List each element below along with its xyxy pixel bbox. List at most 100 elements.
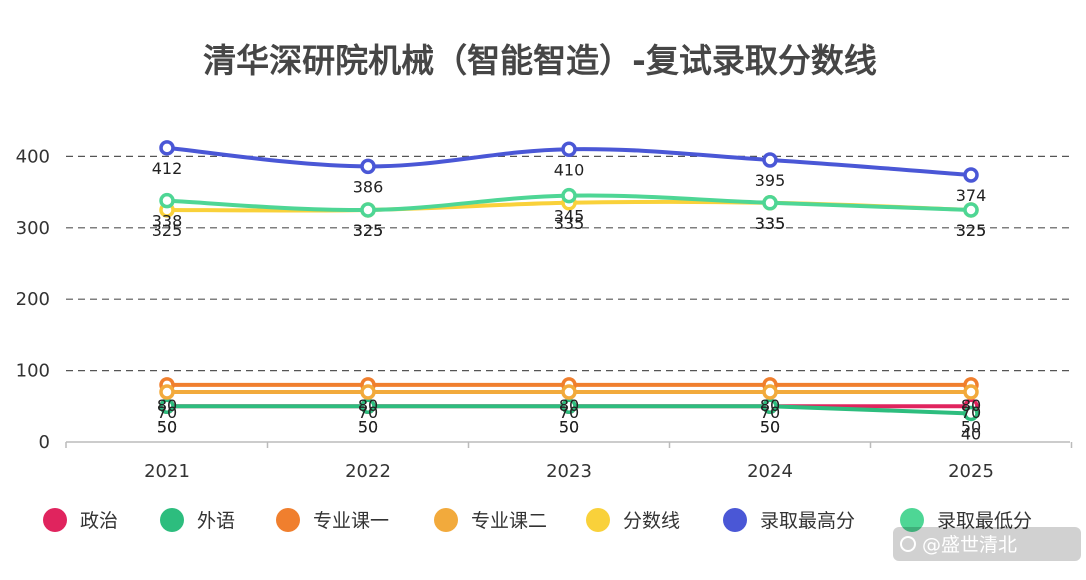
legend-item[interactable]: 政治: [43, 508, 118, 532]
data-label: 50: [559, 417, 579, 436]
data-label: 80: [157, 396, 177, 415]
data-point[interactable]: [762, 384, 778, 400]
x-tick-label: 2024: [747, 461, 793, 482]
data-label: 412: [152, 159, 183, 178]
series-5: [159, 140, 979, 183]
data-label: 395: [755, 171, 786, 190]
data-point[interactable]: [360, 158, 376, 175]
legend-label: 录取最低分: [937, 510, 1032, 532]
legend-item[interactable]: 专业课一: [276, 508, 389, 532]
data-label: 325: [956, 221, 987, 240]
data-label: 50: [559, 417, 579, 436]
data-label: 70: [358, 403, 378, 422]
data-label: 80: [559, 396, 579, 415]
chart-title: 清华深研院机械（智能智造）-复试录取分数线: [203, 41, 877, 80]
series-1: [159, 398, 979, 422]
watermark-text: @盛世清北: [922, 534, 1017, 556]
legend-marker: [586, 508, 610, 532]
data-point[interactable]: [159, 192, 175, 209]
data-point[interactable]: [561, 384, 577, 400]
watermark-logo-icon: [900, 536, 916, 552]
x-tick-label: 2022: [345, 461, 391, 482]
data-point[interactable]: [762, 398, 778, 415]
data-point[interactable]: [159, 398, 175, 415]
x-tick-label: 2021: [144, 461, 190, 482]
watermark-background: [893, 527, 1081, 561]
data-label: 325: [353, 221, 384, 240]
y-tick-label: 0: [39, 432, 50, 453]
data-point[interactable]: [963, 384, 979, 400]
data-label: 70: [961, 403, 981, 422]
data-label: 345: [554, 207, 585, 226]
data-label: 70: [559, 403, 579, 422]
data-label: 50: [760, 417, 780, 436]
data-point[interactable]: [963, 202, 979, 218]
legend[interactable]: 政治 外语 专业课一 专业课二 分数线 录取最高分 录取最低分: [43, 508, 1032, 532]
data-label: 335: [755, 214, 786, 233]
legend-label: 分数线: [623, 510, 680, 532]
data-label: 80: [760, 396, 780, 415]
data-point[interactable]: [360, 384, 376, 400]
y-tick-label: 300: [16, 218, 50, 239]
legend-label: 专业课一: [313, 510, 389, 532]
data-label: 338: [152, 212, 183, 231]
data-point[interactable]: [159, 384, 175, 400]
legend-item[interactable]: 分数线: [586, 508, 680, 532]
data-label: 386: [353, 177, 384, 196]
data-label: 335: [755, 214, 786, 233]
data-point[interactable]: [561, 187, 577, 204]
x-axis: 2021 2022 2023 2024 2025: [65, 441, 1073, 482]
data-label: 325: [353, 221, 384, 240]
y-tick-label: 100: [16, 361, 50, 382]
data-label: 70: [157, 403, 177, 422]
y-tick-label: 200: [16, 289, 50, 310]
data-label: 50: [760, 417, 780, 436]
y-axis: 0 100 200 300 400: [16, 146, 50, 453]
data-point[interactable]: [762, 195, 778, 211]
legend-marker: [160, 508, 184, 532]
data-point[interactable]: [561, 141, 577, 158]
data-point[interactable]: [561, 398, 577, 415]
x-tick-label: 2023: [546, 461, 592, 482]
legend-marker: [900, 508, 924, 532]
legend-item[interactable]: 外语: [160, 508, 235, 532]
data-point[interactable]: [360, 202, 376, 218]
series-3: [159, 384, 979, 400]
data-label: 50: [157, 417, 177, 436]
legend-label: 专业课二: [471, 510, 547, 532]
data-point[interactable]: [762, 152, 778, 168]
watermark: @盛世清北: [893, 527, 1081, 561]
legend-label: 录取最高分: [760, 510, 855, 532]
data-point[interactable]: [963, 405, 979, 422]
legend-label: 政治: [80, 510, 118, 532]
data-label: 325: [152, 221, 183, 240]
x-tick-label: 2025: [948, 461, 994, 482]
data-label: 50: [961, 417, 981, 436]
data-label: 325: [956, 221, 987, 240]
data-label: 70: [760, 403, 780, 422]
data-point[interactable]: [963, 167, 979, 183]
data-point[interactable]: [360, 398, 376, 415]
y-tick-label: 400: [16, 146, 50, 167]
legend-item[interactable]: 录取最高分: [723, 508, 855, 532]
legend-marker: [276, 508, 300, 532]
legend-label: 外语: [197, 510, 235, 532]
data-label: 80: [358, 396, 378, 415]
data-label: 410: [554, 160, 585, 179]
legend-marker: [43, 508, 67, 532]
data-label: 335: [554, 214, 585, 233]
legend-marker: [434, 508, 458, 532]
series-6: [159, 187, 979, 218]
data-label: 50: [358, 417, 378, 436]
data-label: 80: [961, 396, 981, 415]
data-label: 374: [956, 186, 987, 205]
data-label: 50: [157, 417, 177, 436]
legend-item[interactable]: 录取最低分: [900, 508, 1032, 532]
data-point[interactable]: [159, 140, 175, 156]
legend-marker: [723, 508, 747, 532]
series-group: [159, 140, 979, 422]
data-label: 40: [961, 424, 981, 443]
legend-item[interactable]: 专业课二: [434, 508, 547, 532]
